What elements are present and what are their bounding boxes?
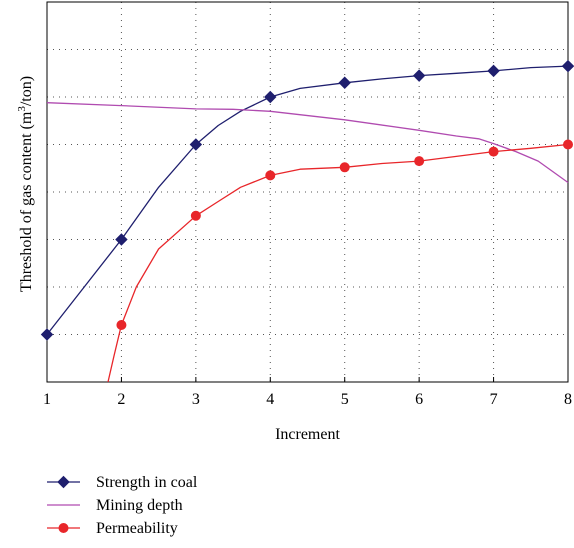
data-point-circle	[563, 139, 573, 150]
data-point-diamond	[40, 328, 54, 341]
x-tick-label: 5	[341, 391, 349, 408]
plot-frame	[46, 1, 569, 383]
data-point-diamond	[412, 69, 426, 82]
data-point-circle	[488, 146, 499, 157]
x-tick-label: 1	[43, 391, 51, 408]
x-tick-label: 6	[415, 391, 423, 408]
data-point-diamond	[561, 59, 574, 73]
series-1	[46, 102, 569, 184]
y-axis-label-end: /ton)	[18, 76, 35, 106]
series-line	[46, 102, 569, 184]
legend-label: Strength in coal	[96, 474, 198, 491]
x-tick-label: 8	[564, 391, 572, 408]
legend-item: Strength in coal	[47, 474, 198, 491]
legend-item: Permeability	[47, 520, 178, 537]
data-point-circle	[58, 523, 69, 533]
x-axis-ticks: 1 2 3 4 5 6 7 8	[43, 377, 572, 408]
data-point-diamond	[338, 76, 351, 89]
legend: Strength in coal Mining depth Permeability	[47, 474, 198, 537]
legend-label: Mining depth	[96, 497, 183, 514]
series-layer	[40, 59, 574, 383]
series-2	[107, 139, 573, 383]
data-point-circle	[190, 210, 201, 221]
data-point-circle	[339, 162, 350, 173]
legend-item: Mining depth	[47, 497, 183, 514]
data-point-diamond	[189, 138, 203, 151]
data-point-circle	[265, 170, 276, 181]
data-point-circle	[116, 320, 127, 330]
x-tick-label: 7	[490, 391, 498, 408]
data-point-diamond	[487, 64, 500, 78]
data-point-circle	[414, 156, 425, 167]
data-point-diamond	[57, 475, 70, 489]
series-line	[107, 143, 569, 383]
y-axis-label-main: Threshold of gas content (m	[18, 111, 35, 292]
x-tick-label: 2	[117, 391, 125, 408]
legend-label: Permeability	[96, 520, 178, 537]
x-tick-label: 3	[192, 391, 200, 408]
x-tick-label: 4	[266, 391, 274, 408]
data-point-diamond	[115, 233, 128, 246]
series-line	[46, 65, 569, 335]
data-point-diamond	[264, 90, 277, 104]
y-axis-label: Threshold of gas content (m3/ton)	[16, 76, 35, 292]
y-axis-label-sup: 3	[16, 106, 28, 112]
x-axis-label: Increment	[275, 426, 340, 443]
series-0	[40, 59, 574, 341]
